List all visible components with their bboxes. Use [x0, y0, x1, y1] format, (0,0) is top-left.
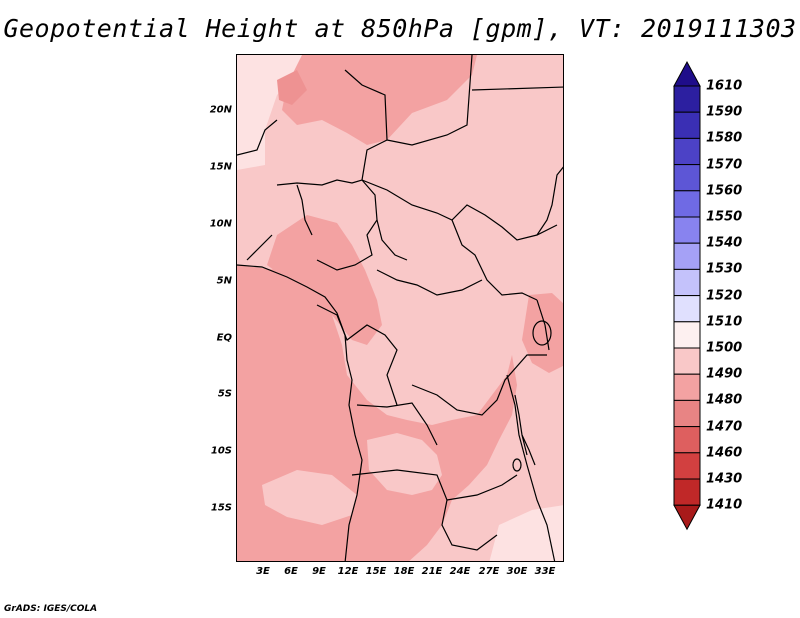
- light-patch-southcentral: [367, 433, 442, 495]
- dark-region-north: [282, 55, 477, 145]
- lon-label-3e: 3E: [256, 566, 270, 577]
- colorbar-level-label: 1570: [706, 157, 743, 173]
- lon-label-24e: 24E: [449, 566, 471, 577]
- lon-label-18e: 18E: [393, 566, 415, 577]
- height-field-plot: [237, 55, 563, 561]
- colorbar-box: [673, 347, 701, 375]
- colorbar-box: [673, 85, 701, 113]
- lat-label-5n: 5N: [216, 275, 232, 287]
- map-title: Geopotential Height at 850hPa [gpm], VT:…: [3, 14, 797, 43]
- lon-label-12e: 12E: [337, 566, 359, 577]
- country-borders: [237, 55, 563, 561]
- colorbar-level-label: 1470: [706, 419, 743, 435]
- colorbar-level-label: 1610: [706, 78, 743, 94]
- colorbar-box: [673, 137, 701, 166]
- colorbar-box: [673, 478, 701, 506]
- colorbar-box: [673, 321, 701, 349]
- colorbar-level-label: 1590: [706, 104, 743, 120]
- lakes: [512, 320, 552, 472]
- colorbar-level-label: 1580: [706, 130, 743, 146]
- colorbar-level-label: 1430: [706, 471, 743, 487]
- lat-label-15n: 15N: [209, 161, 232, 173]
- colorbar-box: [673, 111, 701, 139]
- lon-label-6e: 6E: [284, 566, 298, 577]
- lat-label-20n: 20N: [209, 104, 232, 116]
- colorbar-level-label: 1560: [706, 183, 743, 199]
- lon-label-33e: 33E: [534, 566, 556, 577]
- colorbar-level-label: 1550: [706, 209, 743, 225]
- colorbar-level-label: 1490: [706, 366, 743, 382]
- colorbar-box: [673, 373, 701, 401]
- colorbar-top-triangle: [673, 60, 701, 87]
- light-patch-southwest: [262, 470, 357, 525]
- colorbar-level-label: 1540: [706, 235, 743, 251]
- map-panel: [236, 54, 564, 562]
- lon-label-15e: 15E: [365, 566, 387, 577]
- lon-label-30e: 30E: [506, 566, 528, 577]
- colorbar-level-label: 1520: [706, 288, 743, 304]
- lat-label-eq: EQ: [216, 332, 232, 344]
- colorbar: [673, 60, 701, 531]
- lon-label-21e: 21E: [421, 566, 443, 577]
- colorbar-level-label: 1500: [706, 340, 743, 356]
- lat-label-15s: 15S: [210, 502, 232, 514]
- lat-label-10n: 10N: [209, 218, 232, 230]
- colorbar-level-label: 1410: [706, 497, 743, 513]
- colorbar-box: [673, 164, 701, 192]
- lightest-region-nw: [237, 55, 307, 170]
- lon-label-9e: 9E: [312, 566, 326, 577]
- colorbar-box: [673, 399, 701, 428]
- colorbar-box: [673, 190, 701, 218]
- colorbar-box: [673, 268, 701, 297]
- colorbar-box: [673, 295, 701, 323]
- colorbar-level-label: 1480: [706, 392, 743, 408]
- dark-region-east: [522, 293, 563, 373]
- colorbar-level-label: 1530: [706, 261, 743, 277]
- colorbar-bottom-triangle: [673, 504, 701, 531]
- dark-patch-north: [277, 70, 307, 105]
- lon-label-27e: 27E: [478, 566, 500, 577]
- colorbar-box: [673, 426, 701, 454]
- colorbar-level-label: 1510: [706, 314, 743, 330]
- lat-label-5s: 5S: [217, 388, 232, 400]
- colorbar-box: [673, 452, 701, 480]
- colorbar-box: [673, 242, 701, 270]
- colorbar-box: [673, 216, 701, 244]
- grads-credit: GrADS: IGES/COLA: [4, 604, 98, 614]
- lat-label-10s: 10S: [210, 445, 232, 457]
- dark-region-westcentral: [267, 215, 382, 345]
- colorbar-level-label: 1460: [706, 445, 743, 461]
